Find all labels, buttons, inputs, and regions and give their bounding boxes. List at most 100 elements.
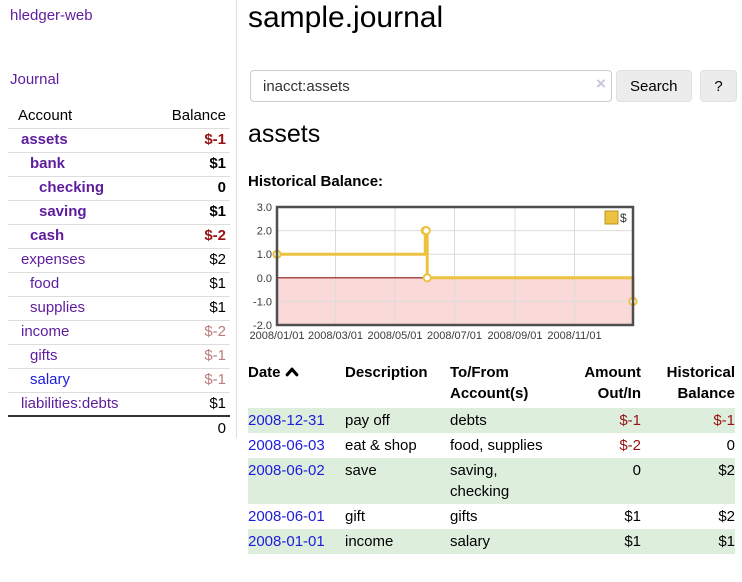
transaction-description: income [345, 533, 394, 550]
transaction-description: pay off [345, 412, 390, 429]
account-link-expenses[interactable]: expenses [21, 251, 86, 268]
account-balance: $1 [209, 275, 226, 292]
page-title: sample.journal [248, 1, 444, 34]
account-balance: $1 [209, 203, 226, 220]
plot-border [275, 205, 635, 327]
accounts-column-header: Account [18, 106, 73, 124]
transaction-amount: $-2 [619, 437, 641, 454]
account-row: cash $-2 [8, 224, 230, 248]
y-axis-tick-label: 2.0 [257, 226, 272, 238]
transaction-amount: $1 [624, 508, 641, 525]
transaction-description: save [345, 462, 377, 479]
transaction-accounts: saving, checking [450, 462, 510, 500]
clear-search-icon[interactable]: × [596, 74, 606, 93]
account-link-gifts[interactable]: gifts [30, 347, 58, 364]
transaction-accounts: salary [450, 533, 491, 550]
transaction-balance: $2 [718, 508, 735, 525]
x-axis-tick-label: 2008/03/01 [308, 330, 363, 342]
y-axis-tick-label: 1.0 [257, 249, 272, 261]
account-row: food $1 [8, 272, 230, 296]
account-row: income $-2 [8, 320, 230, 344]
transaction-description: eat & shop [345, 437, 417, 454]
transaction-accounts: food, supplies [450, 437, 543, 454]
x-axis-tick-label: 2008/05/01 [367, 330, 422, 342]
account-balance: $1 [209, 299, 226, 316]
x-axis-tick-label: 2008/09/01 [487, 330, 542, 342]
legend-label: $ [620, 211, 627, 225]
app-brand-link[interactable]: hledger-web [10, 7, 93, 24]
transaction-accounts: debts [450, 412, 487, 429]
x-axis-tick-label: 2008/11/01 [547, 330, 601, 342]
account-link-food[interactable]: food [30, 275, 60, 292]
account-balance: $-1 [204, 131, 226, 148]
account-link-income[interactable]: income [21, 323, 70, 340]
account-row: gifts $-1 [8, 344, 230, 368]
transaction-amount: 0 [632, 462, 641, 479]
account-row: salary $-1 [8, 368, 230, 392]
transaction-date-link[interactable]: 2008-01-01 [248, 533, 325, 550]
transaction-date-link[interactable]: 2008-06-03 [248, 437, 325, 454]
account-balance: $1 [209, 155, 226, 172]
transaction-balance: 0 [726, 437, 735, 454]
account-link-bank[interactable]: bank [30, 155, 66, 172]
account-row: liabilities:debts $1 [8, 392, 230, 416]
transaction-balance: $1 [718, 533, 735, 550]
register-header-row: Date Description To/From Account(s) Amou… [248, 360, 735, 408]
transaction-row: 2008-06-03 eat & shop food, supplies $-2 0 [248, 433, 735, 458]
balance-column-header: Balance [171, 106, 226, 124]
balance-column-header: Historical Balance [666, 364, 735, 402]
y-axis-tick-label: 3.0 [257, 202, 272, 214]
transaction-date-link[interactable]: 2008-06-01 [248, 508, 325, 525]
search-input[interactable] [250, 70, 612, 102]
transaction-row: 2008-06-02 save saving, checking 0 $2 [248, 458, 735, 504]
transaction-accounts: gifts [450, 508, 478, 525]
transaction-row: 2008-12-31 pay off debts $-1 $-1 [248, 408, 735, 433]
transaction-date-link[interactable]: 2008-06-02 [248, 462, 325, 479]
account-link-liabilities-debts[interactable]: liabilities:debts [21, 394, 119, 412]
account-row: expenses $2 [8, 248, 230, 272]
accounts-column-header: To/From Account(s) [450, 364, 529, 402]
help-button[interactable]: ? [700, 70, 737, 102]
total-balance: 0 [217, 419, 226, 437]
transaction-row: 2008-06-01 gift gifts $1 $2 [248, 504, 735, 529]
y-axis-tick-label: -1.0 [253, 296, 272, 308]
account-balance: $-2 [204, 323, 226, 340]
account-link-checking[interactable]: checking [39, 179, 105, 196]
total-row: 0 [8, 416, 230, 440]
transaction-balance: $-1 [713, 412, 735, 429]
account-balance: $-2 [204, 227, 226, 244]
historical-balance-chart[interactable]: $3.0 2.0 1.0 0.0 -1.0 -2.0 2008/01/01 2008/03/0… [248, 202, 648, 350]
x-axis-tick-label: 2008/07/01 [427, 330, 482, 342]
transaction-balance: $2 [718, 462, 735, 479]
data-point-marker[interactable] [422, 273, 432, 283]
account-link-saving[interactable]: saving [39, 203, 87, 220]
accounts-balance-table: Account Balance assets $-1 bank $1 checking 0… [8, 104, 230, 440]
account-row: saving $1 [8, 200, 230, 224]
account-balance: $2 [209, 251, 226, 268]
transaction-amount: $-1 [619, 412, 641, 429]
chart-title: Historical Balance: [248, 173, 384, 190]
date-column-header[interactable]: Date [248, 360, 345, 408]
amount-column-header: Amount Out/In [584, 364, 641, 402]
account-link-assets[interactable]: assets [21, 131, 68, 148]
account-balance: $1 [209, 394, 226, 412]
account-link-supplies[interactable]: supplies [30, 299, 86, 316]
nav-journal-link[interactable]: Journal [10, 71, 60, 88]
account-balance: $-1 [204, 371, 226, 388]
y-axis-tick-label: 0.0 [257, 273, 272, 285]
account-heading: assets [248, 120, 321, 148]
account-link-cash[interactable]: cash [30, 227, 65, 244]
transaction-description: gift [345, 508, 366, 525]
x-axis-tick-label: 2008/01/01 [249, 330, 304, 342]
transaction-row: 2008-01-01 income salary $1 $1 [248, 529, 735, 554]
account-balance: $-1 [204, 347, 226, 364]
account-row: bank $1 [8, 152, 230, 176]
account-link-salary[interactable]: salary [30, 371, 71, 388]
search-button[interactable]: Search [616, 70, 692, 102]
data-point-marker[interactable] [421, 226, 431, 236]
sort-ascending-icon[interactable] [285, 363, 299, 384]
account-row: assets $-1 [8, 128, 230, 152]
account-row: supplies $1 [8, 296, 230, 320]
account-balance: 0 [217, 179, 226, 196]
transaction-date-link[interactable]: 2008-12-31 [248, 412, 325, 429]
